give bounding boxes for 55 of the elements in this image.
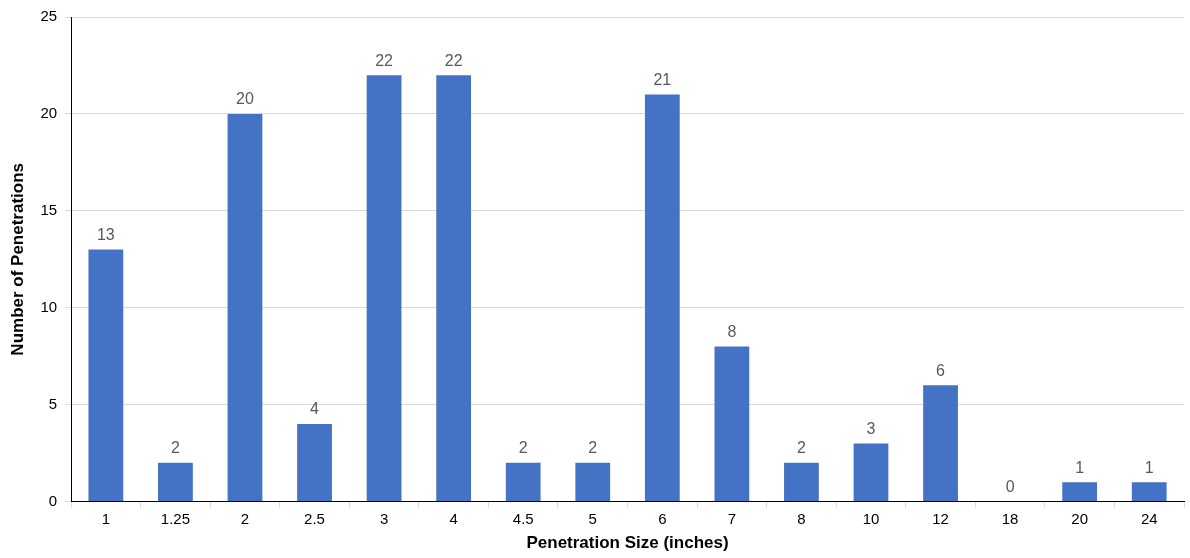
x-tick-label: 1.25 — [160, 509, 191, 527]
data-label: 6 — [936, 361, 946, 379]
x-tick-label: 8 — [797, 509, 806, 527]
data-label: 2 — [796, 439, 806, 457]
bar — [88, 249, 124, 502]
x-tick-label: 10 — [862, 509, 880, 527]
bar — [227, 113, 263, 502]
data-label: 3 — [866, 419, 876, 437]
data-label: 0 — [1005, 478, 1015, 496]
data-label: 13 — [96, 226, 115, 244]
data-label: 4 — [310, 400, 320, 418]
bar — [505, 462, 541, 502]
x-tick-label: 2 — [240, 509, 250, 527]
data-label: 21 — [653, 70, 672, 88]
data-label: 2 — [170, 439, 180, 457]
y-tick-label: 0 — [48, 491, 58, 509]
x-tick-label: 2.5 — [304, 509, 325, 527]
y-tick-label: 15 — [40, 200, 58, 218]
x-tick-label: 4 — [449, 509, 458, 527]
bar — [366, 75, 402, 502]
bar — [1131, 482, 1167, 502]
x-tick-label: 24 — [1140, 509, 1158, 527]
data-label: 8 — [727, 322, 737, 340]
bar — [436, 75, 472, 502]
data-label: 22 — [375, 51, 394, 69]
y-tick-label: 25 — [40, 7, 58, 25]
x-tick-label: 6 — [658, 509, 667, 527]
data-label: 20 — [236, 90, 254, 108]
y-tick-label: 10 — [40, 297, 58, 315]
bar — [1062, 482, 1098, 502]
bar — [714, 346, 750, 502]
x-tick-label: 1 — [101, 509, 111, 527]
x-tick-label: 4.5 — [512, 509, 534, 527]
x-tick-label: 5 — [588, 509, 597, 527]
bar — [784, 462, 819, 502]
data-label: 22 — [444, 51, 463, 69]
bar — [853, 443, 889, 502]
data-label: 2 — [588, 439, 598, 457]
x-tick-label: 3 — [379, 509, 389, 527]
x-axis-title: Penetration Size (inches) — [526, 533, 729, 553]
x-tick-label: 7 — [727, 509, 737, 527]
bar — [644, 94, 680, 502]
x-tick-label: 12 — [932, 509, 949, 527]
bar — [297, 424, 332, 502]
y-tick-label: 5 — [48, 394, 58, 412]
y-axis-title: Number of Penetrations — [7, 162, 27, 356]
x-tick-label: 18 — [1001, 509, 1019, 527]
bar — [923, 385, 958, 502]
data-label: 1 — [1144, 458, 1154, 476]
x-tick-label: 20 — [1071, 509, 1089, 527]
bar — [158, 462, 193, 502]
y-tick-label: 20 — [40, 104, 58, 122]
bar — [575, 462, 611, 502]
data-label: 1 — [1075, 458, 1085, 476]
data-label: 2 — [518, 439, 528, 457]
